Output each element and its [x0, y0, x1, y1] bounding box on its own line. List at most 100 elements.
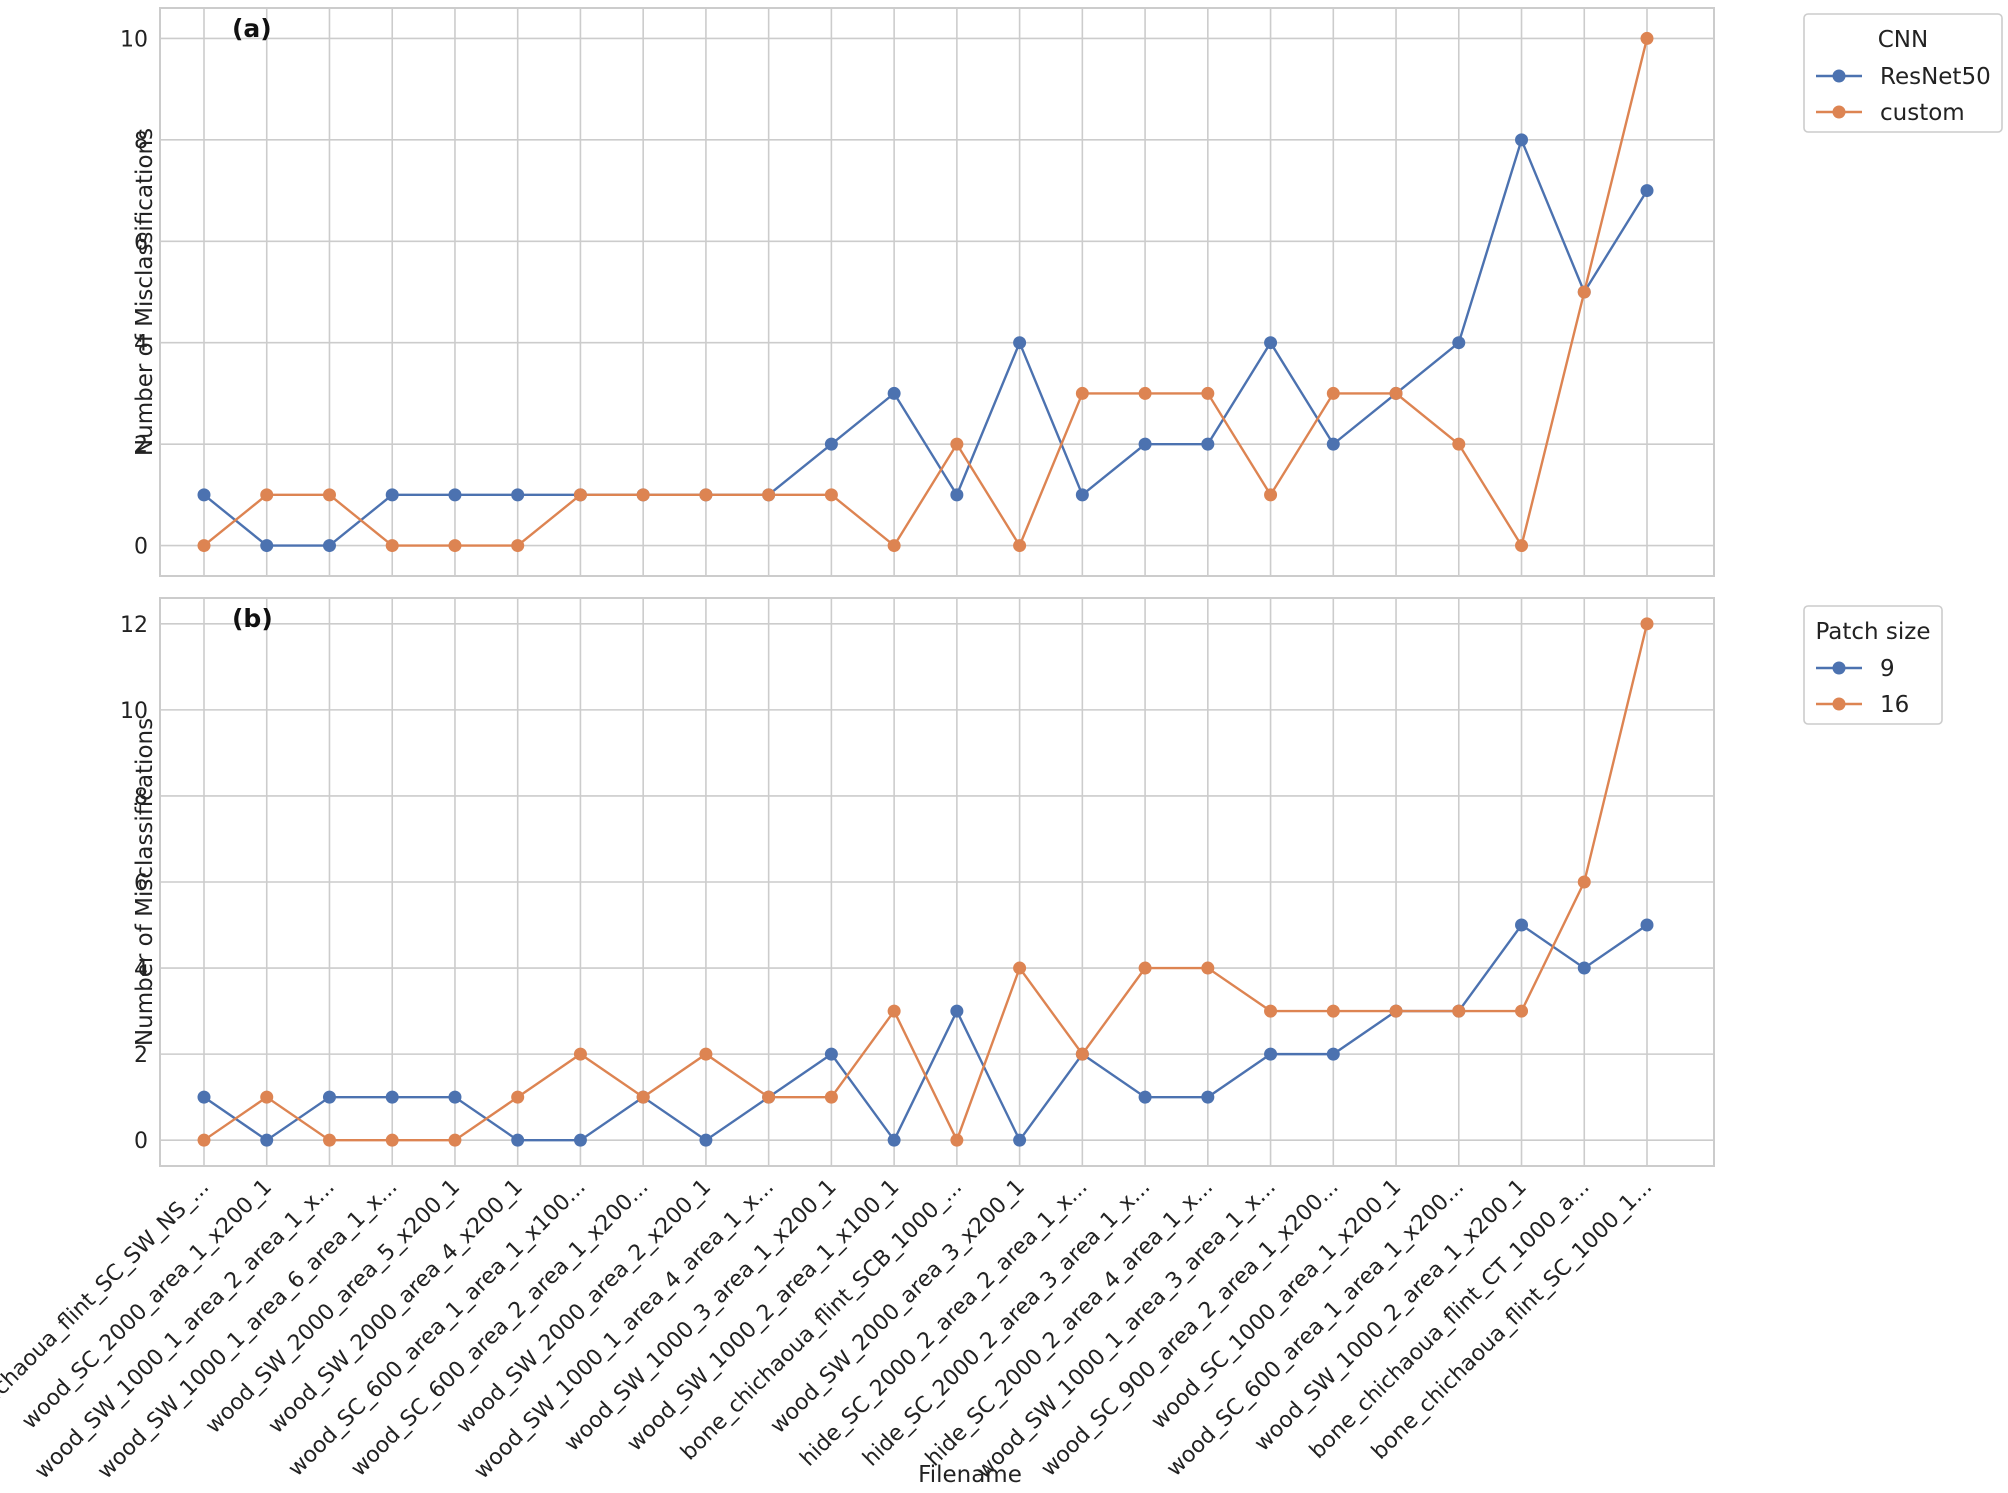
data-point: [197, 488, 211, 502]
legend: CNN ResNet50 custom: [1803, 13, 2003, 133]
data-point: [1075, 386, 1089, 400]
plot-area: [159, 7, 1715, 577]
data-point: [448, 1090, 462, 1104]
data-point: [573, 1133, 587, 1147]
panel-label: (b): [232, 604, 273, 633]
y-tick-label: 8: [134, 785, 148, 810]
data-point: [1264, 1047, 1278, 1061]
y-tick-label: 0: [134, 1129, 148, 1154]
legend-swatch-marker: [1832, 661, 1846, 675]
data-point: [448, 1133, 462, 1147]
data-point: [448, 488, 462, 502]
y-tick-label: 0: [134, 535, 148, 560]
data-point: [699, 1047, 713, 1061]
data-point: [511, 539, 525, 553]
legend-entry: custom: [1880, 100, 1965, 126]
data-point: [1201, 1090, 1215, 1104]
y-axis-label: Number of Misclassifications: [132, 128, 158, 456]
data-point: [1264, 336, 1278, 350]
data-point: [385, 1090, 399, 1104]
data-point: [950, 437, 964, 451]
series-line: [203, 38, 1649, 549]
x-tick-label: hide_SC_2000_2_area_4_area_1_x...: [921, 1175, 1218, 1472]
data-point: [1640, 184, 1654, 198]
data-point: [511, 1133, 525, 1147]
data-point: [573, 1047, 587, 1061]
panel-label: (a): [232, 14, 272, 43]
data-point: [1326, 386, 1340, 400]
data-point: [1138, 961, 1152, 975]
series-line: [203, 136, 1649, 547]
data-point: [1577, 875, 1591, 889]
data-point: [1013, 336, 1027, 350]
x-tick-labels: bone_chichaoua_flint_SC_SW_NS_...wood_SC…: [0, 1175, 1657, 1485]
data-point: [1577, 285, 1591, 299]
data-point: [1515, 918, 1529, 932]
data-point: [1326, 1047, 1340, 1061]
legend-box: [1803, 605, 1943, 725]
y-tick-label: 4: [134, 332, 148, 357]
data-point: [636, 488, 650, 502]
data-point: [1201, 961, 1215, 975]
data-point: [197, 539, 211, 553]
data-point: [1577, 961, 1591, 975]
y-tick-label: 12: [120, 613, 148, 638]
data-point: [1515, 133, 1529, 147]
data-point: [260, 1090, 274, 1104]
legend-box: [1803, 13, 2003, 133]
series-line: [203, 623, 1649, 1144]
legend-swatch-marker: [1832, 105, 1846, 119]
data-point: [1515, 1004, 1529, 1018]
data-point: [699, 488, 713, 502]
data-point: [824, 488, 838, 502]
data-point: [322, 1133, 336, 1147]
x-tick-label: hide_SC_2000_2_area_2_area_1_x...: [796, 1175, 1093, 1472]
legend-entry: 9: [1880, 656, 1895, 682]
legend-entry: 16: [1880, 692, 1909, 718]
data-point: [1201, 437, 1215, 451]
data-point: [762, 1090, 776, 1104]
y-tick-label: 6: [134, 871, 148, 896]
data-point: [573, 488, 587, 502]
data-point: [1264, 488, 1278, 502]
data-point: [1326, 1004, 1340, 1018]
data-point: [1013, 1133, 1027, 1147]
y-tick-label: 8: [134, 129, 148, 154]
data-point: [887, 1004, 901, 1018]
x-axis-label: Filename: [918, 1462, 1022, 1488]
data-point: [824, 1090, 838, 1104]
data-point: [887, 386, 901, 400]
data-point: [950, 1133, 964, 1147]
data-point: [385, 488, 399, 502]
data-point: [322, 1090, 336, 1104]
data-point: [260, 539, 274, 553]
data-point: [762, 488, 776, 502]
data-point: [1138, 1090, 1152, 1104]
panel-a: 0 2 4 6 8 10 Number of Misclassifications (a) CN…: [120, 7, 2003, 577]
data-point: [385, 539, 399, 553]
data-point: [322, 488, 336, 502]
data-point: [887, 539, 901, 553]
legend-swatch-marker: [1832, 697, 1846, 711]
data-point: [1389, 1004, 1403, 1018]
y-tick-label: 4: [134, 957, 148, 982]
data-point: [385, 1133, 399, 1147]
legend: Patch size 9 16: [1803, 605, 1943, 725]
data-point: [511, 1090, 525, 1104]
y-tick-label: 6: [134, 230, 148, 255]
y-tick-label: 10: [120, 699, 148, 724]
data-point: [322, 539, 336, 553]
y-tick-label: 10: [120, 27, 148, 52]
legend-title: Patch size: [1815, 619, 1930, 645]
data-point: [1075, 1047, 1089, 1061]
x-tick-label: hide_SC_2000_2_area_3_area_1_x...: [858, 1175, 1155, 1472]
data-point: [950, 1004, 964, 1018]
data-point: [824, 1047, 838, 1061]
data-point: [1640, 918, 1654, 932]
data-point: [1452, 437, 1466, 451]
y-tick-label: 2: [134, 433, 148, 458]
legend-entry: ResNet50: [1880, 64, 1991, 90]
data-point: [1326, 437, 1340, 451]
data-point: [1389, 386, 1403, 400]
